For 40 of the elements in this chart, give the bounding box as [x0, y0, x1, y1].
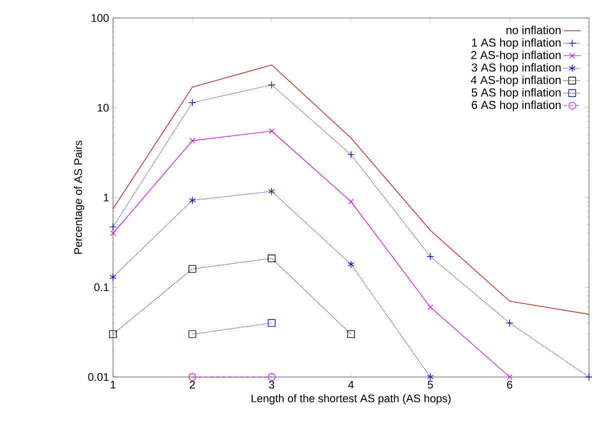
x-tick-label: 1 [110, 380, 116, 388]
point [190, 138, 196, 144]
point [110, 230, 116, 236]
legend-label: 5 AS hop inflation [472, 88, 561, 99]
point [348, 260, 354, 268]
point [268, 188, 276, 196]
x-tick-label: 5 [428, 380, 433, 389]
point [347, 330, 355, 338]
y-tick-label: 100 [92, 14, 109, 22]
x-tick-label: 6 [507, 380, 512, 389]
line-series [112, 64, 590, 315]
legend-label: no inflation [506, 26, 561, 34]
y-tick-label: 0.1 [94, 283, 109, 292]
point [268, 254, 276, 262]
legend-label: 3 AS hop inflation [472, 63, 561, 74]
point [426, 373, 434, 381]
point [268, 319, 276, 327]
legend-label: 2 AS-hop inflation [471, 50, 561, 62]
point [188, 330, 196, 338]
point [428, 304, 434, 310]
x-tick-label: 2 [190, 380, 195, 389]
point [188, 265, 196, 273]
point [110, 273, 116, 281]
x-axis-title: Length of the shortest AS path (AS hops) [252, 394, 451, 404]
y-tick-label: 1 [104, 194, 109, 202]
x-tick-label: 4 [348, 380, 354, 388]
point [188, 373, 196, 381]
point [506, 374, 512, 380]
point [268, 373, 276, 381]
y-axis-title: Percentage of AS Pairs [74, 140, 84, 254]
point [268, 128, 274, 134]
legend-label: 6 AS hop inflation [472, 100, 561, 112]
y-tick-label: 0.01 [88, 373, 109, 381]
y-tick-label: 10 [98, 104, 109, 112]
point [109, 330, 117, 338]
point [188, 196, 196, 204]
legend-label: 4 AS-hop inflation [470, 76, 561, 86]
x-tick-label: 3 [269, 380, 274, 389]
legend-label: 1 AS hop inflation [472, 38, 561, 49]
point [348, 198, 354, 204]
